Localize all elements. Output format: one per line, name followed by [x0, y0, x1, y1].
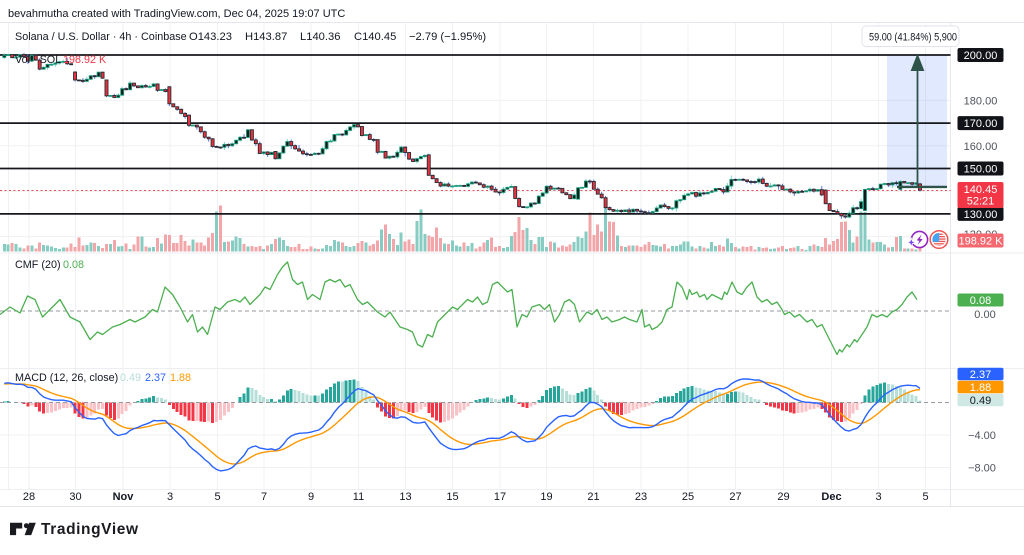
- svg-text:Solana / U.S. Dollar · 4h · Co: Solana / U.S. Dollar · 4h · Coinbase: [15, 31, 187, 43]
- svg-text:198.92 K: 198.92 K: [958, 236, 1003, 248]
- svg-text:MACD (12, 26, close): MACD (12, 26, close): [15, 372, 118, 384]
- svg-text:13: 13: [399, 491, 411, 503]
- svg-text:59.00 (41.84%) 5,900: 59.00 (41.84%) 5,900: [869, 32, 957, 44]
- svg-text:−2.79 (−1.95%): −2.79 (−1.95%): [409, 31, 486, 43]
- svg-text:CMF (20): CMF (20): [15, 259, 61, 271]
- svg-text:3: 3: [875, 491, 881, 503]
- svg-text:160.00: 160.00: [964, 141, 998, 153]
- svg-text:3: 3: [167, 491, 173, 503]
- svg-text:H143.87: H143.87: [245, 31, 287, 43]
- svg-text:0.49: 0.49: [120, 372, 141, 384]
- svg-text:15: 15: [446, 491, 458, 503]
- svg-text:Nov: Nov: [113, 491, 135, 503]
- svg-text:140.45: 140.45: [964, 184, 998, 196]
- svg-text:2.37: 2.37: [970, 369, 991, 381]
- svg-text:198.92 K: 198.92 K: [63, 54, 107, 66]
- svg-text:27: 27: [729, 491, 741, 503]
- svg-text:O143.23: O143.23: [189, 31, 232, 43]
- svg-text:L140.36: L140.36: [300, 31, 340, 43]
- svg-text:7: 7: [261, 491, 267, 503]
- svg-text:bevahmutha created with Tradin: bevahmutha created with TradingView.com,…: [8, 8, 345, 20]
- svg-text:25: 25: [682, 491, 694, 503]
- svg-text:180.00: 180.00: [964, 95, 998, 107]
- svg-text:11: 11: [353, 491, 364, 503]
- svg-text:0.49: 0.49: [970, 395, 991, 407]
- svg-text:C140.45: C140.45: [354, 31, 396, 43]
- svg-text:170.00: 170.00: [964, 118, 998, 130]
- svg-text:2.37: 2.37: [145, 372, 166, 384]
- svg-text:1.88: 1.88: [170, 372, 191, 384]
- svg-text:5: 5: [922, 491, 928, 503]
- svg-text:200.00: 200.00: [964, 50, 998, 62]
- svg-text:0.08: 0.08: [970, 295, 991, 307]
- svg-text:19: 19: [540, 491, 552, 503]
- svg-text:23: 23: [635, 491, 647, 503]
- svg-text:17: 17: [494, 491, 506, 503]
- svg-text:TradingView: TradingView: [41, 521, 139, 538]
- svg-text:28: 28: [23, 491, 35, 503]
- svg-text:9: 9: [308, 491, 314, 503]
- svg-text:130.00: 130.00: [964, 209, 998, 221]
- svg-text:29: 29: [777, 491, 789, 503]
- svg-text:0.08: 0.08: [63, 259, 84, 271]
- svg-text:1.88: 1.88: [970, 382, 991, 394]
- svg-text:−8.00: −8.00: [968, 463, 996, 475]
- svg-text:5: 5: [214, 491, 220, 503]
- svg-text:Dec: Dec: [821, 491, 841, 503]
- svg-text:21: 21: [587, 491, 599, 503]
- svg-text:−4.00: −4.00: [968, 430, 996, 442]
- svg-text:52:21: 52:21: [967, 196, 995, 208]
- svg-text:0.00: 0.00: [974, 309, 995, 321]
- svg-text:Vol · SOL: Vol · SOL: [15, 54, 61, 66]
- svg-text:30: 30: [69, 491, 81, 503]
- svg-text:150.00: 150.00: [964, 164, 998, 176]
